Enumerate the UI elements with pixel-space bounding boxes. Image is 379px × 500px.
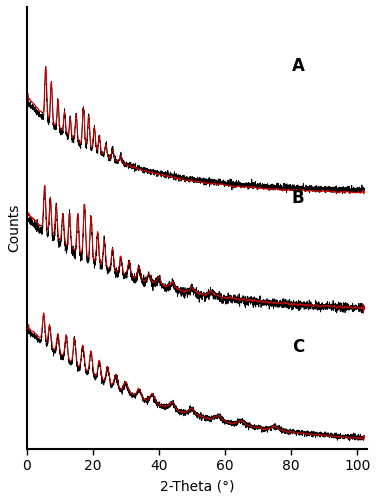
X-axis label: 2-Theta (°): 2-Theta (°) <box>160 479 234 493</box>
Text: B: B <box>291 190 304 208</box>
Text: A: A <box>291 58 304 76</box>
Y-axis label: Counts: Counts <box>7 204 21 252</box>
Text: C: C <box>292 338 304 356</box>
